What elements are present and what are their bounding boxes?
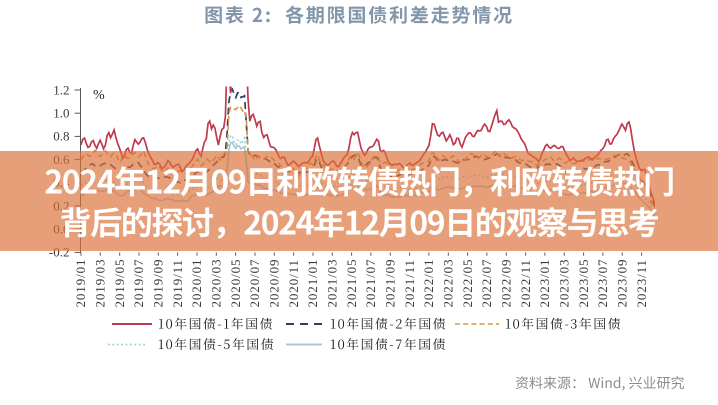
svg-text:2022/09: 2022/09 — [499, 259, 514, 308]
svg-text:2022/07: 2022/07 — [479, 259, 494, 308]
svg-text:2019/05: 2019/05 — [112, 259, 127, 308]
svg-text:1.0: 1.0 — [53, 106, 69, 121]
svg-text:2022/11: 2022/11 — [518, 259, 533, 307]
svg-text:2021/09: 2021/09 — [383, 259, 398, 308]
svg-text:2023/07: 2023/07 — [595, 259, 610, 308]
svg-text:2020/01: 2020/01 — [189, 259, 204, 308]
svg-text:2021/05: 2021/05 — [344, 259, 359, 308]
svg-text:2020/11: 2020/11 — [286, 259, 301, 307]
svg-text:2019/01: 2019/01 — [73, 259, 88, 308]
svg-text:%: % — [93, 88, 105, 103]
svg-text:2020/05: 2020/05 — [228, 259, 243, 308]
svg-text:2023/09: 2023/09 — [614, 259, 629, 308]
svg-text:2021/03: 2021/03 — [325, 259, 340, 308]
svg-text:2023/11: 2023/11 — [634, 259, 649, 307]
svg-text:2020/09: 2020/09 — [267, 259, 282, 308]
svg-text:2019/03: 2019/03 — [93, 259, 108, 308]
svg-text:2020/03: 2020/03 — [209, 259, 224, 308]
svg-text:2021/07: 2021/07 — [363, 259, 378, 308]
svg-text:2019/09: 2019/09 — [151, 259, 166, 308]
svg-text:2019/07: 2019/07 — [131, 259, 146, 308]
svg-text:2022/01: 2022/01 — [421, 259, 436, 308]
svg-text:2022/03: 2022/03 — [441, 259, 456, 308]
svg-text:2021/01: 2021/01 — [305, 259, 320, 308]
svg-text:2023/05: 2023/05 — [576, 259, 591, 308]
svg-text:2021/11: 2021/11 — [402, 259, 417, 307]
svg-text:2020/07: 2020/07 — [247, 259, 262, 308]
svg-text:0.8: 0.8 — [53, 129, 69, 144]
svg-text:2023/01: 2023/01 — [537, 259, 552, 308]
svg-text:2022/05: 2022/05 — [460, 259, 475, 308]
svg-text:1.2: 1.2 — [53, 82, 69, 97]
svg-text:2019/11: 2019/11 — [170, 259, 185, 307]
svg-text:2023/03: 2023/03 — [557, 259, 572, 308]
